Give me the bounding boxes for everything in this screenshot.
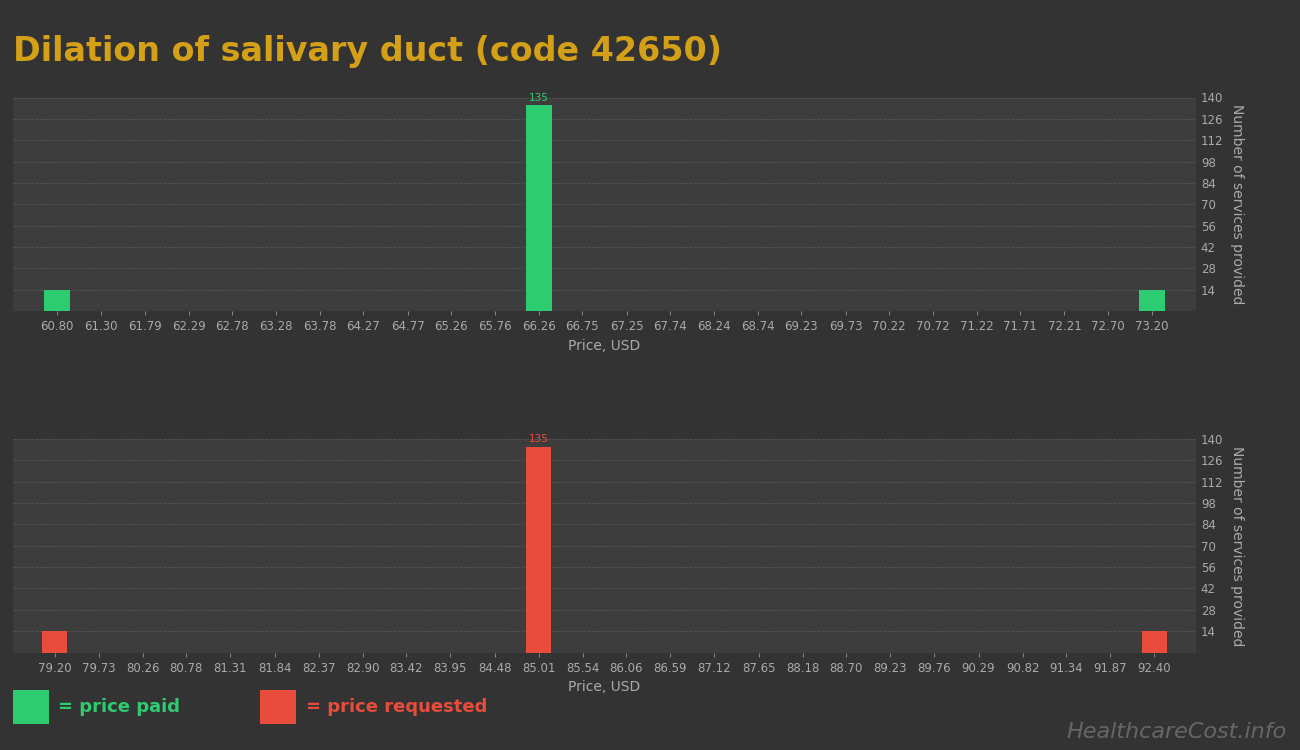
Text: HealthcareCost.info: HealthcareCost.info <box>1067 722 1287 742</box>
X-axis label: Price, USD: Price, USD <box>568 338 641 352</box>
Text: 135: 135 <box>529 434 549 444</box>
Bar <box>260 690 296 724</box>
Y-axis label: Number of services provided: Number of services provided <box>1230 446 1244 646</box>
Bar <box>526 447 551 652</box>
Text: Dilation of salivary duct (code 42650): Dilation of salivary duct (code 42650) <box>13 34 722 68</box>
Text: = price requested: = price requested <box>306 698 488 715</box>
Bar <box>13 690 49 724</box>
Bar <box>526 105 552 311</box>
Bar <box>42 632 68 652</box>
Bar <box>1139 290 1165 311</box>
Y-axis label: Number of services provided: Number of services provided <box>1230 104 1244 304</box>
Text: = price paid: = price paid <box>58 698 181 715</box>
Bar <box>1141 632 1167 652</box>
Bar <box>44 290 70 311</box>
Text: 135: 135 <box>529 93 549 103</box>
X-axis label: Price, USD: Price, USD <box>568 680 641 694</box>
